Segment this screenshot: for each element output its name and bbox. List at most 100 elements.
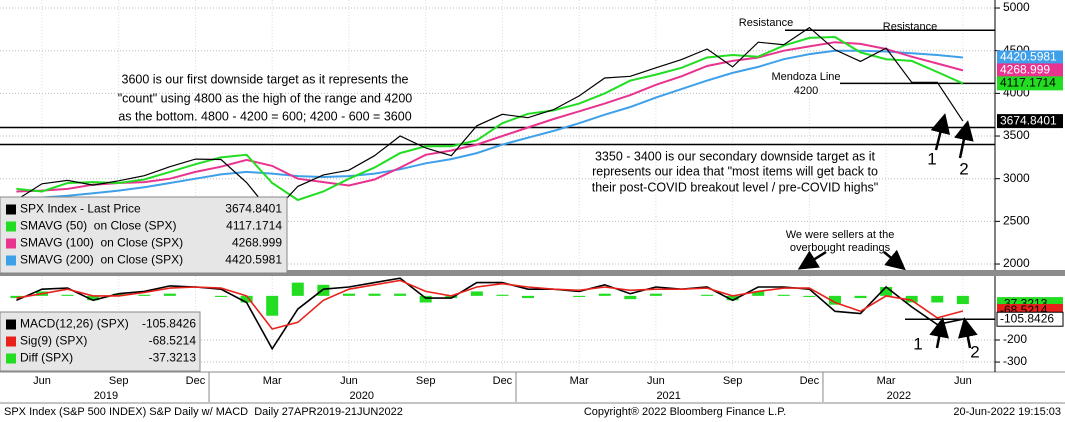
- diff-bar: [573, 295, 586, 297]
- x-tick-label: Jun: [340, 375, 358, 387]
- annotation: 2: [970, 342, 979, 361]
- diff-bar: [522, 295, 534, 299]
- annotation: overbought readings: [790, 242, 891, 254]
- arrow: [930, 113, 951, 151]
- panel-separator: [0, 270, 1065, 276]
- x-tick-label: Dec: [186, 375, 206, 387]
- legend-swatch: [6, 238, 16, 249]
- diff-bar: [905, 295, 918, 303]
- diff-bar: [803, 295, 816, 297]
- legend-swatch: [6, 319, 16, 330]
- x-tick-label: Mar: [570, 375, 589, 387]
- diff-bar: [931, 295, 944, 303]
- footer-right: 20-Jun-2022 19:15:03: [953, 406, 1061, 418]
- year-label: 2019: [94, 390, 118, 402]
- y-tick-label: -200: [1003, 332, 1027, 346]
- annotation: Resistance: [739, 17, 793, 29]
- y-tick-label: 5000: [1003, 0, 1030, 14]
- annotation: Mendoza Line: [771, 71, 840, 83]
- annotation: We were sellers at the: [786, 229, 895, 241]
- annotation: represents our idea that "most items wil…: [592, 164, 878, 178]
- diff-bar: [291, 282, 304, 296]
- year-label: 2021: [656, 390, 680, 402]
- diff-bar: [368, 293, 381, 296]
- y-tick-label: 3000: [1003, 171, 1030, 185]
- y-tick-label: 2000: [1003, 256, 1030, 270]
- value-tag-label: -105.8426: [1000, 311, 1054, 325]
- diff-bar: [138, 294, 151, 296]
- arrow: [958, 317, 978, 349]
- legend-value: -68.5214: [149, 334, 197, 348]
- diff-bar: [854, 295, 867, 299]
- legend-label: SMAVG (200) on Close (SPX): [20, 253, 183, 267]
- y-tick-label: 2500: [1003, 214, 1030, 228]
- legend-value: -37.3213: [149, 351, 197, 365]
- legend-label: SPX Index - Last Price: [20, 202, 141, 216]
- diff-bar: [624, 295, 637, 300]
- price-line: [16, 41, 964, 193]
- legend-swatch: [6, 221, 16, 232]
- annotation: as the bottom. 4800 - 4200 = 600; 4200 -…: [118, 109, 411, 123]
- legend-swatch: [6, 255, 16, 266]
- diff-bar: [163, 293, 176, 296]
- diff-bar: [752, 291, 765, 296]
- diff-bar: [342, 293, 355, 296]
- annotation: 1: [927, 149, 936, 168]
- x-tick-label: Mar: [877, 375, 896, 387]
- y-tick-label: 3500: [1003, 128, 1030, 142]
- x-tick-label: Mar: [263, 375, 282, 387]
- diff-bar: [10, 295, 23, 299]
- arrows: [797, 113, 978, 349]
- diff-bar: [240, 295, 253, 303]
- annotation: 1: [913, 334, 922, 353]
- legend-swatch: [6, 204, 16, 215]
- legend-label: Diff (SPX): [20, 351, 73, 365]
- diff-bar: [394, 293, 407, 296]
- value-tag: [997, 63, 1063, 78]
- annotation: Resistance: [883, 21, 937, 33]
- x-tick-label: Sep: [416, 375, 436, 387]
- value-tag: [997, 50, 1063, 65]
- legend-value: 4420.5981: [225, 253, 282, 267]
- price-line: [16, 26, 964, 216]
- value-tag-label: 4117.1714: [1000, 76, 1056, 90]
- annotation: 3350 - 3400 is our secondary downside ta…: [595, 149, 876, 163]
- diff-bar: [828, 295, 841, 305]
- diff-bar: [317, 284, 330, 296]
- price-line: [16, 35, 964, 202]
- legend-label: Sig(9) (SPX): [20, 334, 87, 348]
- diff-bar: [215, 295, 228, 297]
- x-tick-label: Sep: [723, 375, 743, 387]
- legend-value: 3674.8401: [225, 202, 282, 216]
- year-label: 2022: [887, 390, 911, 402]
- diff-bar: [880, 287, 893, 296]
- legend-box: [0, 311, 201, 372]
- footer-left: SPX Index (S&P 500 INDEX) S&P Daily w/ M…: [4, 406, 403, 418]
- diff-bar: [112, 293, 125, 296]
- diff-bar: [419, 295, 432, 303]
- value-tag: [996, 311, 1064, 327]
- annotation: their post-COVID breakout level / pre-CO…: [592, 180, 879, 194]
- value-tag: [997, 114, 1063, 129]
- legend-label: MACD(12,26) (SPX): [20, 317, 129, 331]
- footer-center: Copyright® 2022 Bloomberg Finance L.P.: [584, 406, 786, 418]
- year-label: 2020: [349, 390, 373, 402]
- arrow: [929, 317, 949, 349]
- x-tick-label: Dec: [493, 375, 513, 387]
- x-tick-label: Jun: [954, 375, 972, 387]
- annotation: 2: [959, 159, 968, 178]
- x-tick-label: Dec: [800, 375, 820, 387]
- diff-bar: [598, 293, 611, 296]
- macd-line: [16, 279, 964, 330]
- x-tick-label: Sep: [109, 375, 129, 387]
- legend-box: [0, 196, 288, 274]
- diff-bar: [649, 293, 662, 296]
- value-tag-label: 4420.5981: [1000, 50, 1057, 64]
- legend-value: -105.8426: [142, 317, 196, 331]
- diff-bar: [87, 295, 100, 301]
- diff-bar: [445, 295, 458, 299]
- legend-swatch: [6, 336, 16, 347]
- diff-bar: [470, 291, 483, 296]
- arrow: [797, 250, 827, 270]
